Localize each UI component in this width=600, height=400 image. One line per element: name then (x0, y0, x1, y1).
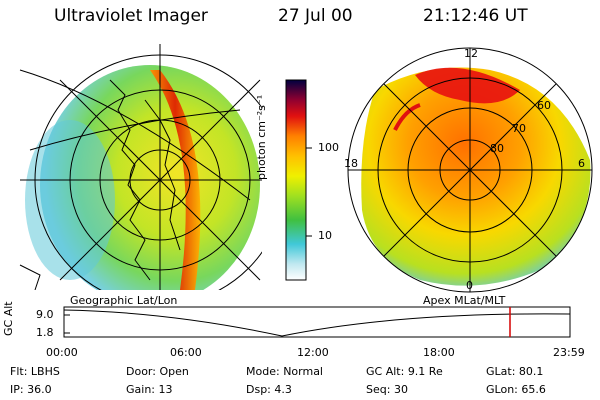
info-ip: IP: 36.0 (10, 383, 52, 396)
altitude-ytick-high: 9.0 (36, 308, 54, 321)
geo-panel-label: Geographic Lat/Lon (70, 294, 178, 307)
altitude-xtick-2: 12:00 (297, 346, 329, 359)
colorbar-unit-label: photon cm⁻²s⁻¹ (255, 94, 268, 180)
lat-label-80: 80 (490, 142, 504, 155)
instrument-title: Ultraviolet Imager (54, 6, 208, 26)
info-dsp: Dsp: 4.3 (246, 383, 292, 396)
polar-panel-label: Apex MLat/MLT (423, 294, 506, 307)
altitude-xtick-0: 00:00 (46, 346, 78, 359)
colorbar-tick-10: 10 (318, 229, 332, 242)
polar-emission-area (361, 67, 591, 286)
info-mode: Mode: Normal (246, 365, 323, 378)
info-glon: GLon: 65.6 (486, 383, 546, 396)
info-seq: Seq: 30 (366, 383, 408, 396)
mlt-label-0: 0 (466, 279, 473, 292)
colorbar (285, 79, 307, 281)
info-gc-alt: GC Alt: 9.1 Re (366, 365, 443, 378)
altitude-curve (63, 309, 571, 337)
altitude-strip (63, 306, 571, 338)
info-door: Door: Open (126, 365, 189, 378)
polar-bright-arc (415, 67, 520, 104)
mlt-label-18: 18 (344, 157, 358, 170)
time-label: 21:12:46 UT (423, 6, 528, 26)
info-gain: Gain: 13 (126, 383, 173, 396)
altitude-xtick-3: 18:00 (423, 346, 455, 359)
auroral-arc (150, 70, 201, 290)
mlt-label-6: 6 (578, 157, 585, 170)
lat-label-70: 70 (512, 122, 526, 135)
date-label: 27 Jul 00 (278, 6, 353, 26)
altitude-ylabel: GC Alt (2, 301, 15, 336)
lat-label-60: 60 (537, 99, 551, 112)
altitude-xtick-4: 23:59 (553, 346, 585, 359)
coastline (109, 79, 151, 281)
info-glat: GLat: 80.1 (486, 365, 544, 378)
info-flt: Flt: LBHS (10, 365, 60, 378)
colorbar-tick-100: 100 (318, 141, 339, 154)
altitude-xtick-1: 06:00 (170, 346, 202, 359)
altitude-ytick-low: 1.8 (36, 326, 54, 339)
mlt-label-12: 12 (464, 47, 478, 60)
